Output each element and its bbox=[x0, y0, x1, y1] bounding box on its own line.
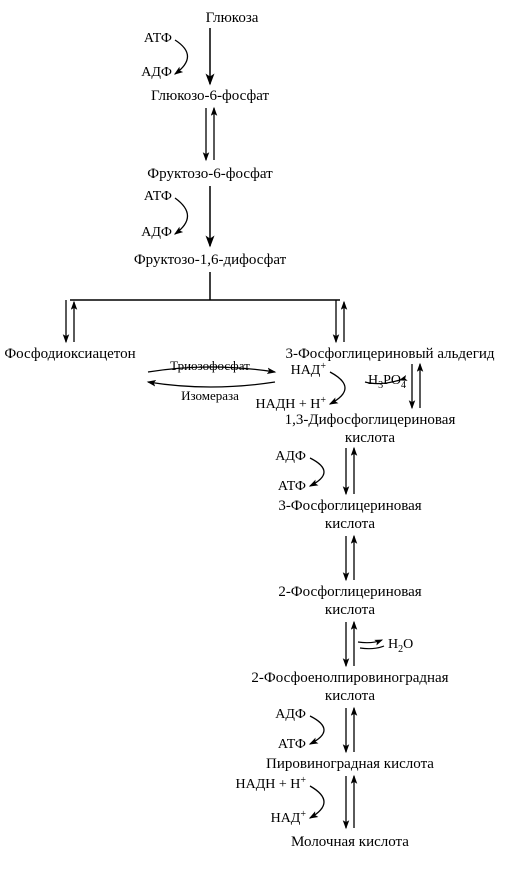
label-adp-2: АДФ bbox=[141, 225, 172, 240]
arrow-bpg-3pg bbox=[346, 448, 354, 494]
node-pep: 2-Фосфоенолпировиноградная bbox=[251, 670, 448, 686]
label-adp-s2: АДФ bbox=[275, 707, 306, 722]
node-g3p: 3-Фосфоглицериновый альдегид bbox=[285, 346, 494, 362]
label-h2o: H2O bbox=[388, 637, 413, 655]
node-f6p: Фруктозо-6-фосфат bbox=[147, 166, 273, 182]
node-bpg13-k: кислота bbox=[345, 430, 395, 446]
label-nadh-1: НАДН + Н+ bbox=[255, 395, 326, 412]
curve-atp-adp-1 bbox=[175, 40, 188, 74]
label-atp-s2: АТФ bbox=[278, 737, 306, 752]
arrow-g6p-f6p bbox=[206, 108, 214, 160]
curve-h2o bbox=[358, 640, 382, 643]
node-glucose: Глюкоза bbox=[206, 10, 259, 26]
node-2pg: 2-Фосфоглицериновая bbox=[278, 584, 421, 600]
split-branch bbox=[66, 272, 344, 342]
label-adp-s1: АДФ bbox=[275, 449, 306, 464]
curve-atp-adp-2 bbox=[175, 198, 188, 234]
glycolysis-diagram: Глюкоза АТФ АДФ Глюкозо-6-фосфат Фруктоз… bbox=[0, 0, 524, 891]
node-bpg13: 1,3-Дифосфоглицериновая bbox=[285, 412, 456, 428]
label-atp-1: АТФ bbox=[144, 31, 172, 46]
label-triose-2: Изомераза bbox=[181, 388, 239, 403]
node-f16bp: Фруктозо-1,6-дифосфат bbox=[134, 252, 287, 268]
arrow-pep-pyr bbox=[346, 708, 354, 752]
label-nadh-2: НАДН + Н+ bbox=[235, 775, 306, 792]
curve-adp-atp-1 bbox=[310, 458, 324, 486]
node-pep-k: кислота bbox=[325, 688, 375, 704]
node-3pg-k: кислота bbox=[325, 516, 375, 532]
node-3pg: 3-Фосфоглицериновая bbox=[278, 498, 421, 514]
node-pyruvate: Пировиноградная кислота bbox=[266, 756, 434, 772]
curve-nadh-nad bbox=[310, 786, 324, 818]
label-atp-2: АТФ bbox=[144, 189, 172, 204]
node-lactate: Молочная кислота bbox=[291, 834, 409, 850]
node-dhap: Фосфодиоксиацетон bbox=[4, 346, 135, 362]
arrow-g3p-bpg bbox=[412, 364, 420, 408]
label-nad-1: НАД+ bbox=[291, 361, 327, 378]
arrow-pyr-lac bbox=[346, 776, 354, 828]
curve-adp-atp-2 bbox=[310, 716, 324, 744]
curve-nad-1 bbox=[330, 372, 345, 404]
node-2pg-k: кислота bbox=[325, 602, 375, 618]
label-triose-1: Триозофосфат bbox=[170, 358, 250, 373]
arrow-3pg-2pg bbox=[346, 536, 354, 580]
label-adp-1: АДФ bbox=[141, 65, 172, 80]
label-atp-s1: АТФ bbox=[278, 479, 306, 494]
label-nad-2: НАД+ bbox=[271, 809, 307, 826]
node-g6p: Глюкозо-6-фосфат bbox=[151, 88, 270, 104]
arrow-2pg-pep bbox=[346, 622, 354, 666]
label-h3po4: H3PO4 bbox=[368, 373, 406, 391]
